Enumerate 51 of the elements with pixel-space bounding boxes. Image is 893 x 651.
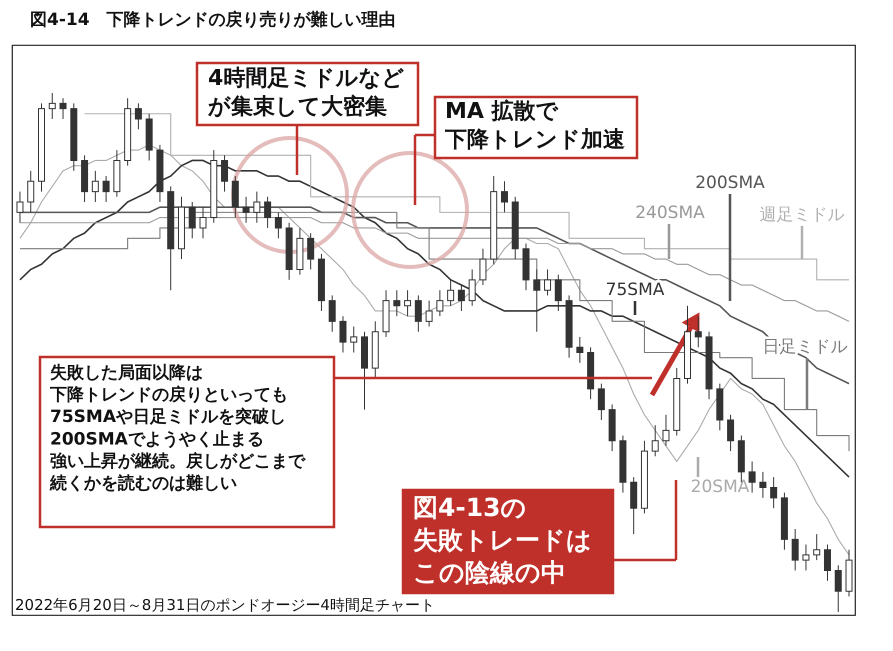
text: 週足ミドル [760,205,844,225]
candlestick [328,294,336,332]
text: 200SMA [695,173,766,193]
candlestick [652,424,659,457]
candlestick [307,232,314,270]
candlestick [134,102,142,130]
candlestick [350,326,358,353]
candlestick [598,383,605,420]
candlestick [544,268,552,296]
candlestick [200,206,206,239]
candlestick [102,176,110,202]
series-label: 240SMA [635,203,706,223]
candlestick [500,180,508,213]
chart-title: 図4-14 下降トレンドの戻り売りが難しい理由 [30,10,396,30]
candlestick [458,284,465,312]
legend-label: 20SMA [690,477,750,497]
candlestick [48,92,56,120]
candlestick [813,534,820,561]
candlestick [802,544,810,571]
candlestick [447,279,454,306]
candlestick [576,336,584,364]
candlestick [242,196,250,224]
candlestick [759,471,766,498]
candlestick [92,170,99,202]
candlestick [393,290,400,317]
candlestick [694,316,702,348]
candlestick [792,528,799,571]
candlestick [188,201,196,239]
candlestick [479,248,486,286]
candlestick [339,316,346,353]
annotation: 2022年6月20日～8月31日のポンドオージー4時間足チャート [15,596,435,614]
candlestick [404,290,412,317]
candlestick [264,196,272,228]
candlestick [727,414,734,452]
candlestick [554,274,562,312]
candlestick [468,268,476,306]
candlestick [27,170,34,213]
candlestick [834,564,842,612]
candlestick [748,460,756,494]
candlestick [16,191,24,224]
candlestick [662,414,670,446]
candlestick [533,268,540,332]
candlestick [770,476,778,509]
candlestick [253,191,260,224]
series-label: 75SMA [606,280,665,300]
candlestick [436,290,444,317]
candlestick [274,212,282,239]
candlestick [824,544,831,582]
candlestick [426,300,433,328]
candlestick [60,98,67,120]
candlestick [414,294,422,332]
